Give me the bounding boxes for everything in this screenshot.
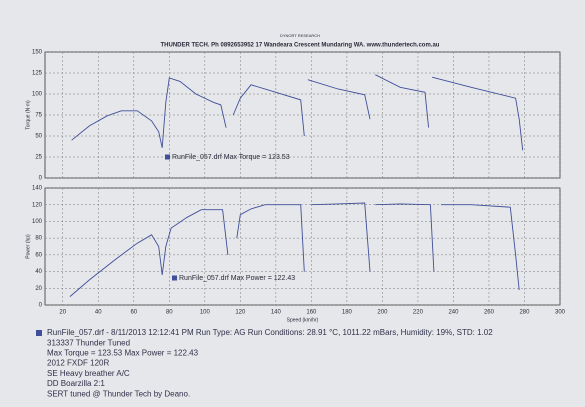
y-tick-label: 100: [32, 219, 43, 225]
x-tick-label: 240: [448, 310, 459, 316]
y-tick-label: 25: [35, 155, 42, 161]
footer-line: RunFile_057.drf - 8/11/2013 12:12:41 PM …: [47, 328, 493, 337]
x-tick-label: 120: [235, 310, 246, 316]
x-tick-label: 100: [200, 310, 211, 316]
y-tick-label: 50: [35, 134, 42, 140]
x-tick-label: 220: [413, 310, 424, 316]
y-tick-label: 100: [32, 92, 43, 98]
legend-square: [36, 330, 42, 336]
x-tick-label: 140: [271, 310, 282, 316]
data-line: [71, 74, 524, 151]
footer-line: 313337 Thunder Tuned: [47, 338, 130, 347]
legend-square: [165, 154, 170, 160]
legend-square: [172, 275, 177, 281]
footer-line: DD Boarzilla 2:1: [47, 379, 105, 388]
x-axis-label: Speed (km/hr): [287, 317, 319, 323]
x-tick-label: 180: [342, 310, 353, 316]
y-tick-label: 140: [32, 186, 43, 192]
y-axis-label: Power (hp): [25, 234, 31, 259]
footer-line: 2012 FXDF 120R: [47, 359, 109, 368]
data-line: [69, 202, 520, 297]
legend-label: RunFile_057.drf Max Power = 122.43: [179, 275, 295, 282]
header-small: DYNORT RESEARCH: [280, 33, 320, 38]
legend-label: RunFile_057.drf Max Torque = 123.53: [172, 154, 290, 161]
y-tick-label: 0: [39, 176, 43, 182]
y-tick-label: 20: [35, 286, 42, 292]
y-tick-label: 75: [35, 113, 42, 119]
x-tick-label: 20: [59, 310, 66, 316]
header-title: THUNDER TECH. Ph 0892653952 17 Wandeara …: [161, 43, 440, 49]
footer-line: Max Torque = 123.53 Max Power = 122.43: [47, 349, 199, 358]
y-tick-label: 60: [35, 252, 42, 258]
y-axis-label: Torque (N·m): [25, 100, 31, 130]
footer-line: SE Heavy breather A/C: [47, 369, 130, 378]
x-tick-label: 160: [306, 310, 317, 316]
x-tick-label: 280: [519, 310, 530, 316]
y-tick-label: 40: [35, 269, 42, 275]
y-tick-label: 0: [39, 303, 43, 309]
y-tick-label: 80: [35, 236, 42, 242]
footer-line: SERT tuned @ Thunder Tech by Deano.: [47, 389, 190, 398]
x-tick-label: 60: [130, 310, 137, 316]
x-tick-label: 80: [166, 310, 173, 316]
y-tick-label: 125: [32, 71, 43, 77]
x-tick-label: 40: [95, 310, 102, 316]
y-tick-label: 120: [32, 202, 43, 208]
x-tick-label: 260: [484, 310, 495, 316]
y-tick-label: 150: [32, 50, 43, 56]
x-tick-label: 200: [377, 310, 388, 316]
x-tick-label: 300: [555, 310, 566, 316]
